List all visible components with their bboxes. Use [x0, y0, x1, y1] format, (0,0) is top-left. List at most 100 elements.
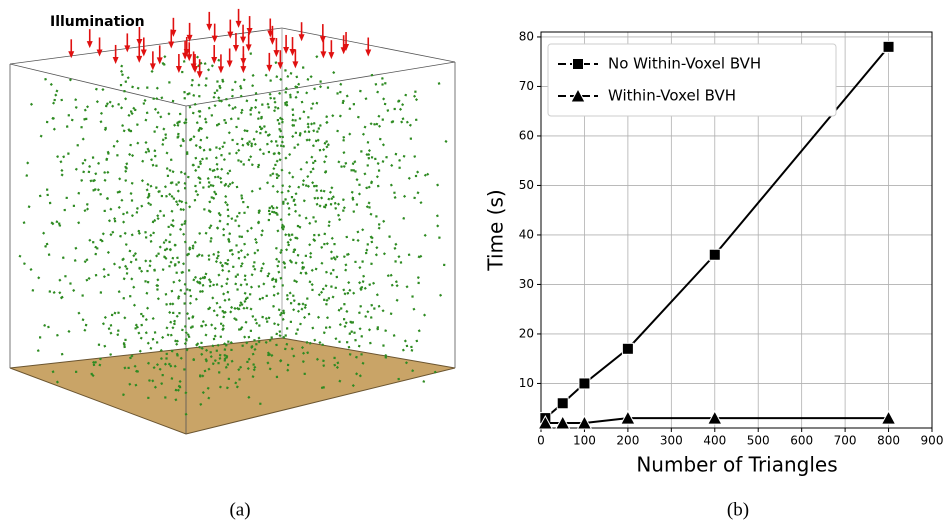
leaf — [394, 152, 398, 156]
leaf — [170, 289, 174, 293]
leaf — [238, 378, 241, 381]
leaf — [209, 280, 213, 284]
leaf — [287, 243, 291, 247]
leaf — [88, 165, 92, 168]
leaf — [251, 73, 255, 77]
leaf — [235, 385, 239, 389]
leaf — [391, 120, 395, 123]
leaf — [290, 233, 294, 236]
leaf — [311, 144, 315, 148]
leaf — [164, 238, 168, 242]
leaf — [207, 254, 211, 258]
leaf — [320, 261, 324, 265]
leaf — [233, 106, 237, 109]
leaf — [312, 129, 316, 133]
leaf — [263, 125, 266, 128]
leaf — [325, 303, 328, 306]
leaf — [144, 231, 147, 234]
leaf — [325, 115, 329, 119]
leaf — [110, 313, 114, 317]
leaf — [273, 322, 276, 326]
leaf — [327, 224, 331, 228]
leaf — [209, 236, 213, 240]
leaf — [183, 282, 187, 286]
leaf — [274, 163, 277, 167]
leaf — [205, 348, 209, 352]
leaf — [286, 75, 290, 78]
leaf — [175, 271, 178, 274]
leaf — [198, 231, 202, 235]
leaf — [239, 111, 244, 115]
leaf — [335, 275, 339, 279]
leaf — [229, 117, 233, 121]
leaf — [152, 231, 155, 235]
leaf — [280, 223, 285, 227]
leaf — [214, 260, 218, 264]
leaf — [384, 329, 388, 333]
leaf — [325, 298, 329, 302]
x-tick-label: 300 — [660, 434, 683, 448]
leaf — [207, 181, 211, 184]
arrow-head — [240, 66, 247, 74]
leaf — [405, 344, 409, 348]
leaf — [122, 220, 126, 224]
point — [882, 40, 895, 53]
leaf — [165, 194, 168, 198]
leaf — [237, 256, 241, 260]
leaf — [333, 356, 336, 360]
leaf — [252, 137, 256, 141]
leaf — [227, 298, 231, 301]
leaf — [257, 117, 260, 120]
leaf — [258, 187, 262, 191]
leaf — [320, 196, 324, 200]
leaf — [109, 324, 113, 327]
leaf — [306, 122, 310, 126]
leaf — [367, 153, 371, 157]
leaf — [353, 331, 356, 334]
leaf — [319, 189, 323, 193]
leaf — [134, 383, 138, 387]
leaf — [311, 181, 315, 185]
leaf — [339, 90, 342, 94]
leaf — [381, 309, 385, 313]
leaf — [248, 140, 251, 143]
leaf — [185, 312, 189, 316]
leaf — [125, 211, 129, 214]
leaf — [273, 100, 277, 104]
leaf — [215, 146, 218, 149]
leaf — [259, 402, 262, 405]
leaf — [257, 163, 261, 167]
leaf — [403, 194, 407, 198]
leaf — [282, 309, 286, 313]
leaf — [181, 270, 185, 274]
leaf — [250, 142, 254, 146]
leaf — [361, 280, 365, 283]
leaf — [188, 301, 192, 305]
leaf — [236, 273, 239, 276]
leaf — [243, 278, 247, 282]
leaf — [219, 261, 223, 265]
leaf — [275, 246, 278, 250]
leaf — [186, 288, 189, 291]
leaf — [218, 147, 222, 151]
leaf — [324, 154, 328, 159]
leaf — [140, 179, 145, 183]
leaf — [161, 268, 165, 271]
leaf — [375, 246, 379, 250]
leaf — [194, 189, 198, 193]
leaf — [122, 212, 125, 216]
leaf — [227, 269, 231, 273]
leaf — [151, 163, 155, 167]
leaf — [27, 205, 31, 209]
leaf — [423, 313, 427, 317]
leaf — [234, 275, 237, 278]
leaf — [300, 100, 304, 104]
leaf — [342, 206, 346, 210]
leaf — [211, 344, 215, 348]
leaf — [253, 105, 258, 109]
leaf — [301, 267, 304, 270]
leaf — [313, 233, 316, 237]
leaf — [231, 107, 235, 111]
leaf — [183, 97, 186, 100]
leaf — [247, 395, 251, 399]
